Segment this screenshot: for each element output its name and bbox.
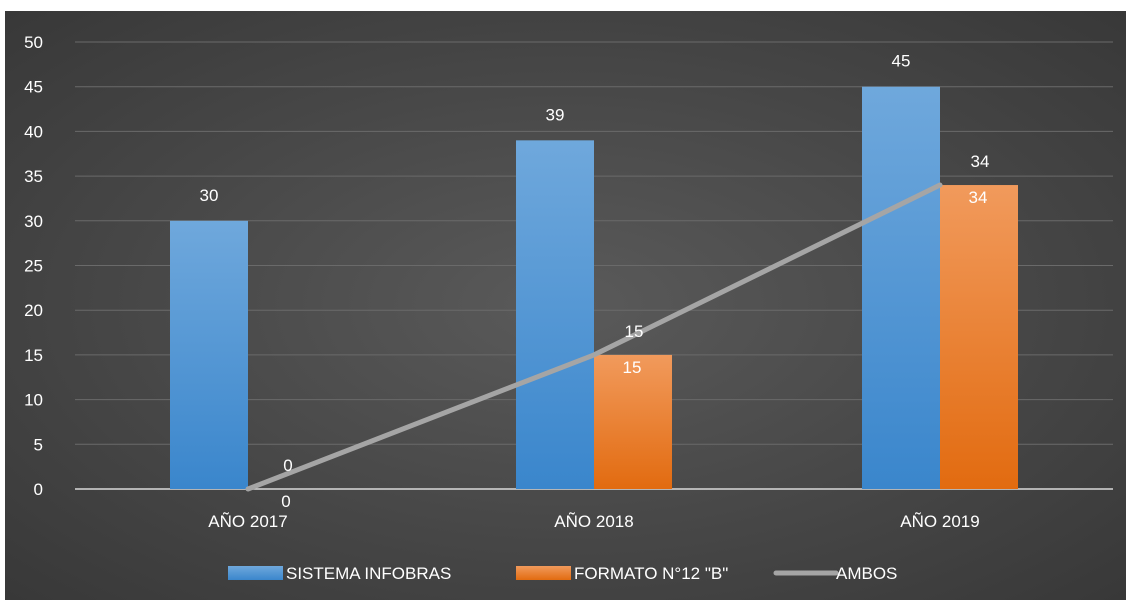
bar-data-label: 15 <box>623 358 642 377</box>
y-tick-label: 50 <box>24 33 43 52</box>
line-data-label: 34 <box>971 152 990 171</box>
y-tick-label: 40 <box>24 122 43 141</box>
y-tick-label: 30 <box>24 212 43 231</box>
bar-data-label: 34 <box>969 188 988 207</box>
x-tick-label: AÑO 2017 <box>208 512 287 531</box>
bar-data-label: 0 <box>281 492 290 511</box>
y-tick-label: 45 <box>24 78 43 97</box>
line-data-label: 15 <box>625 322 644 341</box>
x-tick-label: AÑO 2018 <box>554 512 633 531</box>
bar-data-label: 39 <box>546 105 565 124</box>
y-tick-label: 5 <box>34 435 43 454</box>
legend-swatch <box>228 566 283 580</box>
y-tick-label: 20 <box>24 301 43 320</box>
y-tick-label: 25 <box>24 257 43 276</box>
y-tick-label: 0 <box>34 480 43 499</box>
line-series <box>245 182 943 492</box>
y-tick-label: 10 <box>24 391 43 410</box>
bar-data-label: 30 <box>200 186 219 205</box>
bar <box>594 354 672 489</box>
legend-label: AMBOS <box>836 564 897 583</box>
line-data-label: 0 <box>283 456 292 475</box>
bar <box>862 86 940 489</box>
y-tick-label: 35 <box>24 167 43 186</box>
legend-label: SISTEMA INFOBRAS <box>286 564 451 583</box>
bar <box>516 140 594 489</box>
legend-label: FORMATO N°12 "B" <box>574 564 728 583</box>
bar-data-label: 45 <box>892 52 911 71</box>
bar <box>940 185 1018 490</box>
x-tick-label: AÑO 2019 <box>900 512 979 531</box>
bar <box>170 220 248 490</box>
y-tick-label: 15 <box>24 346 43 365</box>
legend-swatch <box>516 566 571 580</box>
